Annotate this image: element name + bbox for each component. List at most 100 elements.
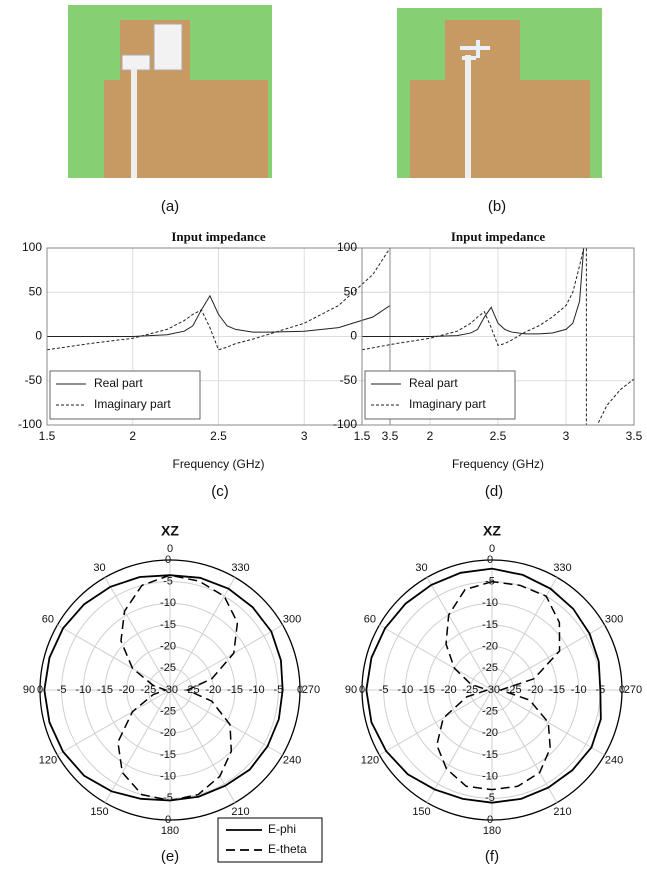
grid-spoke (492, 625, 605, 690)
r-tick-label: 0 (165, 814, 171, 826)
legend-label: Real part (94, 376, 143, 390)
r-tick-label: -15 (160, 749, 176, 761)
grid-spoke (57, 625, 170, 690)
y-tick-label: 0 (350, 329, 357, 343)
r-tick-label: -10 (397, 684, 413, 696)
photo-b (397, 8, 602, 178)
r-tick-label: -15 (482, 619, 498, 631)
caption: (c) (211, 483, 229, 500)
r-tick-label: -10 (160, 597, 176, 609)
theta-tick-label: 300 (605, 613, 623, 625)
x-tick-label: 2.5 (490, 429, 507, 443)
theta-tick-label: 210 (553, 806, 571, 818)
legend-label: Real part (409, 376, 458, 390)
theta-tick-label: 150 (90, 806, 108, 818)
r-tick-label: -15 (160, 619, 176, 631)
theta-tick-label: 270 (624, 684, 642, 696)
grid-spoke (492, 690, 557, 803)
legend-label: E-phi (268, 822, 296, 836)
grid-spoke (170, 577, 235, 690)
y-tick-label: 100 (337, 240, 357, 254)
theta-tick-label: 270 (302, 684, 320, 696)
r-tick-label: 0 (487, 814, 493, 826)
r-tick-label: 0 (297, 684, 303, 696)
y-tick-label: -50 (25, 373, 43, 387)
x-tick-label: 2 (427, 429, 434, 443)
caption: (f) (485, 848, 499, 865)
r-tick-label: -10 (249, 684, 265, 696)
caption: (a) (161, 198, 179, 215)
theta-tick-label: 120 (39, 754, 57, 766)
grid-spoke (379, 690, 492, 755)
figure: (a) (b) (c) (d) (e) (f) Input impedance F… (0, 0, 647, 879)
x-axis-label: Frequency (GHz) (172, 457, 264, 471)
legend-label: E-theta (268, 842, 307, 856)
theta-tick-label: 330 (231, 562, 249, 574)
caption: (b) (488, 198, 506, 215)
theta-tick-label: 330 (553, 562, 571, 574)
ground-plane (445, 20, 520, 82)
y-tick-label: -50 (340, 373, 358, 387)
chart-title: XZ (483, 523, 501, 539)
r-tick-label: -20 (205, 684, 221, 696)
r-tick-label: 0 (487, 554, 493, 566)
x-tick-label: 3 (301, 429, 308, 443)
y-tick-label: 0 (35, 329, 42, 343)
x-tick-label: 1.5 (354, 429, 371, 443)
photo-a (68, 5, 272, 178)
theta-tick-label: 150 (412, 806, 430, 818)
theta-tick-label: 120 (361, 754, 379, 766)
theta-tick-label: 60 (42, 613, 54, 625)
r-tick-label: -20 (482, 641, 498, 653)
r-tick-label: -5 (163, 792, 173, 804)
grid-spoke (492, 577, 557, 690)
r-tick-label: -20 (119, 684, 135, 696)
x-tick-label: 3.5 (626, 429, 643, 443)
r-tick-label: 0 (165, 554, 171, 566)
patch (122, 55, 150, 70)
r-tick-label: -20 (160, 727, 176, 739)
theta-tick-label: 30 (93, 562, 105, 574)
r-tick-label: -20 (441, 684, 457, 696)
r-tick-label: 0 (359, 684, 365, 696)
r-tick-label: -10 (160, 771, 176, 783)
r-tick-label: -20 (527, 684, 543, 696)
r-tick-label: -10 (571, 684, 587, 696)
ground-plane (410, 80, 590, 178)
legend-label: Imaginary part (94, 397, 171, 411)
feed-line (131, 68, 137, 178)
x-tick-label: 2 (129, 429, 136, 443)
y-tick-label: 100 (22, 240, 42, 254)
r-tick-label: -5 (379, 684, 389, 696)
x-tick-label: 2.5 (210, 429, 227, 443)
patch (154, 24, 182, 70)
theta-tick-label: 240 (283, 754, 301, 766)
theta-tick-label: 30 (415, 562, 427, 574)
chart-title: XZ (161, 523, 179, 539)
r-tick-label: -5 (57, 684, 67, 696)
r-tick-label: -10 (482, 771, 498, 783)
r-tick-label: -20 (160, 641, 176, 653)
r-tick-label: -15 (97, 684, 113, 696)
theta-tick-label: 90 (345, 684, 357, 696)
x-axis-label: Frequency (GHz) (452, 457, 544, 471)
ground-plane (104, 80, 268, 178)
theta-tick-label: 60 (364, 613, 376, 625)
legend-label: Imaginary part (409, 397, 486, 411)
r-tick-label: -15 (227, 684, 243, 696)
r-tick-label: -15 (419, 684, 435, 696)
chart-title: Input impedance (451, 229, 545, 244)
x-tick-label: 3.5 (382, 429, 399, 443)
feed-line (465, 55, 471, 178)
theta-tick-label: 210 (231, 806, 249, 818)
r-tick-label: -25 (482, 706, 498, 718)
x-tick-label: 3 (563, 429, 570, 443)
caption: (d) (485, 483, 503, 500)
grid-spoke (379, 625, 492, 690)
caption: (e) (161, 848, 179, 865)
r-tick-label: 0 (37, 684, 43, 696)
x-tick-label: 1.5 (39, 429, 56, 443)
r-tick-label: -10 (482, 597, 498, 609)
theta-tick-label: 180 (161, 825, 179, 837)
r-tick-label: -20 (482, 727, 498, 739)
